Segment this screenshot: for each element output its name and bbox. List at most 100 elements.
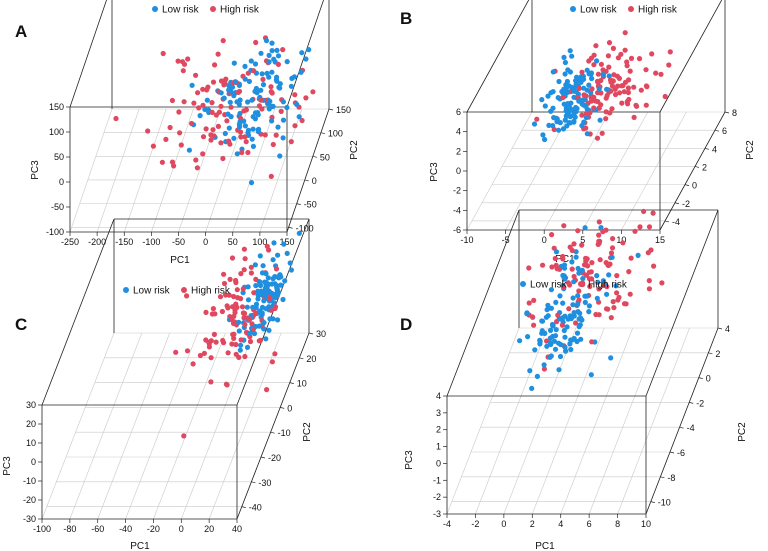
- point-high-risk: [596, 232, 602, 238]
- x-axis-ticks: -10 -5 0 5 10 15: [460, 230, 665, 245]
- grid-line-x: [259, 108, 303, 233]
- point-low-risk: [517, 338, 523, 344]
- point-high-risk: [573, 320, 579, 326]
- z-axis-label: PC3: [404, 450, 415, 470]
- point-low-risk: [204, 97, 210, 103]
- grid-line-x: [588, 327, 662, 515]
- point-low-risk: [552, 346, 559, 352]
- point-high-risk: [595, 80, 601, 86]
- point-low-risk: [567, 69, 574, 75]
- point-high-risk: [268, 89, 274, 95]
- floor-grid: [446, 327, 719, 515]
- point-low-risk: [291, 74, 297, 80]
- point-low-risk: [234, 151, 240, 157]
- point-low-risk: [271, 240, 277, 246]
- z-tick-label: -2: [433, 492, 441, 502]
- point-high-risk: [646, 224, 653, 230]
- point-high-risk: [667, 49, 673, 55]
- point-low-risk: [561, 276, 568, 282]
- legend-label-high-risk: High risk: [220, 5, 260, 16]
- point-low-risk: [266, 101, 272, 107]
- point-low-risk: [237, 119, 243, 125]
- y-tick-label: 0: [706, 374, 711, 384]
- point-high-risk: [210, 306, 216, 312]
- z-axis-label: PC3: [2, 456, 13, 476]
- point-high-risk: [249, 321, 255, 327]
- point-low-risk: [294, 101, 300, 107]
- grid-line-x: [151, 108, 194, 233]
- legend-label-low-risk: Low risk: [133, 286, 171, 297]
- z-tick-label: 20: [26, 419, 36, 429]
- legend: Low risk High risk: [123, 286, 231, 297]
- point-high-risk: [269, 359, 275, 365]
- point-high-risk: [566, 306, 572, 312]
- grid-line-x: [582, 111, 649, 231]
- point-low-risk: [281, 241, 287, 247]
- point-low-risk: [228, 89, 234, 95]
- box-edge: [286, 0, 324, 108]
- point-low-risk: [282, 278, 288, 284]
- z-tick-label: 100: [49, 127, 64, 137]
- point-low-risk: [237, 97, 243, 103]
- panel-d: -4 -2 0 2 4 6 8 10-10-8-6-4-2024-3-2-101234PC1P…: [400, 208, 748, 551]
- grid-line-x: [446, 327, 520, 515]
- point-high-risk: [588, 55, 595, 61]
- point-low-risk: [600, 278, 607, 284]
- legend-label-low-risk: Low risk: [530, 280, 568, 291]
- point-low-risk: [609, 254, 615, 260]
- point-high-risk: [178, 142, 184, 148]
- point-high-risk: [233, 301, 239, 307]
- point-low-risk: [274, 47, 280, 54]
- point-high-risk: [223, 292, 229, 298]
- point-low-risk: [269, 40, 275, 46]
- x-tick-label: -150: [115, 237, 133, 247]
- point-high-risk: [180, 68, 186, 74]
- box-edge: [446, 209, 520, 397]
- point-low-risk: [255, 129, 261, 135]
- legend: Low risk High risk: [152, 5, 260, 16]
- point-high-risk: [299, 117, 305, 124]
- point-low-risk: [542, 103, 548, 109]
- point-high-risk: [240, 286, 246, 292]
- y-tick-label: 30: [316, 329, 326, 339]
- point-low-risk: [231, 60, 237, 66]
- point-low-risk: [284, 250, 290, 256]
- legend: Low risk High risk: [570, 5, 678, 16]
- point-low-risk: [255, 296, 261, 302]
- point-low-risk: [576, 324, 582, 330]
- point-high-risk: [280, 47, 286, 53]
- point-high-risk: [205, 84, 211, 90]
- point-high-risk: [646, 278, 652, 284]
- point-high-risk: [233, 341, 239, 348]
- point-low-risk: [257, 279, 263, 285]
- point-high-risk: [222, 80, 228, 86]
- y-tick-mark: [698, 377, 703, 379]
- x-tick-label: -100: [33, 524, 51, 534]
- point-high-risk: [576, 85, 582, 91]
- point-high-risk: [637, 224, 643, 230]
- point-low-risk: [287, 260, 293, 266]
- point-high-risk: [526, 265, 532, 271]
- point-high-risk: [253, 310, 259, 316]
- point-low-risk: [251, 330, 258, 337]
- point-high-risk: [200, 102, 206, 108]
- point-high-risk: [616, 294, 622, 300]
- z-tick-label: 50: [54, 152, 64, 162]
- point-low-risk: [604, 86, 610, 92]
- point-low-risk: [277, 85, 283, 91]
- y-tick-mark: [714, 129, 720, 132]
- x-tick-label: -60: [91, 524, 104, 534]
- point-high-risk: [240, 310, 246, 316]
- point-low-risk: [229, 84, 236, 90]
- point-low-risk: [548, 305, 555, 311]
- point-low-risk: [266, 59, 272, 65]
- point-low-risk: [571, 310, 577, 316]
- point-low-risk: [582, 225, 588, 231]
- point-high-risk: [196, 105, 202, 111]
- point-low-risk: [550, 89, 556, 95]
- box-edge: [645, 209, 719, 397]
- point-low-risk: [261, 298, 267, 304]
- z-tick-label: -30: [23, 514, 36, 524]
- point-high-risk: [631, 114, 637, 120]
- point-low-risk: [589, 75, 595, 82]
